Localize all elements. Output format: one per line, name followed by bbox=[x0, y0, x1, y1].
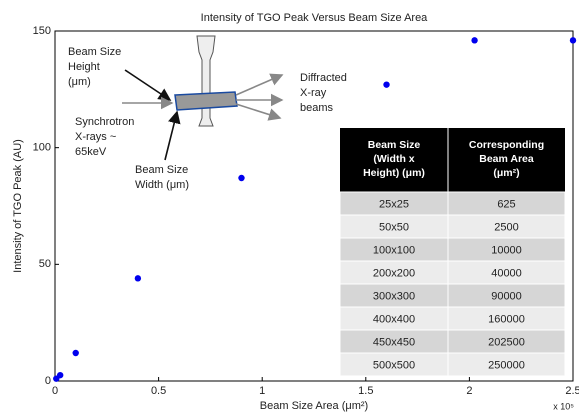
table-header: Corresponding bbox=[469, 139, 544, 151]
table-header: Beam Area bbox=[479, 153, 534, 165]
table-cell: 50x50 bbox=[379, 221, 409, 233]
annotation: (μm) bbox=[68, 76, 91, 88]
table-header: Height) (μm) bbox=[363, 167, 425, 179]
specimen-diagram bbox=[174, 35, 238, 127]
point bbox=[471, 37, 478, 44]
annotation: Diffracted bbox=[300, 72, 347, 84]
table-cell: 90000 bbox=[491, 290, 522, 302]
table-row-bg bbox=[339, 191, 566, 216]
x-tick-label: 2 bbox=[466, 385, 472, 397]
table-cell: 10000 bbox=[491, 244, 522, 256]
table-row-bg bbox=[339, 352, 566, 377]
table-cell: 450x450 bbox=[373, 336, 415, 348]
y-axis-label: Intensity of TGO Peak (AU) bbox=[12, 139, 24, 273]
annotation: Height bbox=[68, 61, 100, 73]
table-cell: 200x200 bbox=[373, 267, 415, 279]
table-cell: 300x300 bbox=[373, 290, 415, 302]
point bbox=[134, 275, 142, 282]
annotation: X-rays ~ bbox=[75, 131, 116, 143]
table-cell: 400x400 bbox=[373, 313, 415, 325]
table-cell: 160000 bbox=[488, 313, 525, 325]
point bbox=[238, 174, 245, 182]
table-header: Beam Size bbox=[368, 139, 421, 151]
x-multiplier: x 10⁵ bbox=[553, 401, 574, 411]
point bbox=[56, 371, 64, 379]
x-tick-label: 0 bbox=[52, 385, 58, 397]
annotation: Width (μm) bbox=[135, 179, 189, 191]
annotation: 65keV bbox=[75, 146, 107, 158]
table-header: (μm²) bbox=[493, 167, 519, 179]
x-tick-label: 1 bbox=[259, 385, 265, 397]
y-tick-label: 100 bbox=[33, 142, 51, 154]
y-tick-label: 50 bbox=[39, 258, 51, 270]
table-cell: 2500 bbox=[494, 221, 518, 233]
table-row-bg bbox=[339, 214, 566, 239]
plot-frame bbox=[54, 30, 574, 382]
x-axis-label: Beam Size Area (μm²) bbox=[260, 400, 368, 412]
y-tick-label: 0 bbox=[45, 375, 51, 387]
chart-title: Intensity of TGO Peak Versus Beam Size A… bbox=[201, 12, 429, 24]
annotation: X-ray bbox=[300, 87, 327, 99]
table-cell: 40000 bbox=[491, 267, 522, 279]
table-cell: 250000 bbox=[488, 359, 525, 371]
table-cell: 100x100 bbox=[373, 244, 415, 256]
y-tick-label: 150 bbox=[33, 25, 51, 37]
point bbox=[383, 81, 390, 88]
table-cell: 625 bbox=[497, 198, 515, 210]
x-tick-label: 0.5 bbox=[151, 385, 166, 397]
annotation: Beam Size bbox=[68, 46, 121, 58]
table-cell: 500x500 bbox=[373, 359, 415, 371]
point bbox=[569, 37, 577, 44]
table-cell: 202500 bbox=[488, 336, 525, 348]
x-tick-label: 1.5 bbox=[358, 385, 373, 397]
table-header: (Width x bbox=[373, 153, 414, 165]
annotation: beams bbox=[300, 102, 334, 114]
annotation: Beam Size bbox=[135, 164, 188, 176]
point bbox=[72, 349, 79, 357]
table-cell: 25x25 bbox=[379, 198, 409, 210]
diagram-arrows bbox=[122, 69, 284, 161]
x-tick-label: 2.5 bbox=[565, 385, 579, 397]
table-header-bg bbox=[340, 128, 565, 192]
annotation: Synchrotron bbox=[75, 116, 134, 128]
